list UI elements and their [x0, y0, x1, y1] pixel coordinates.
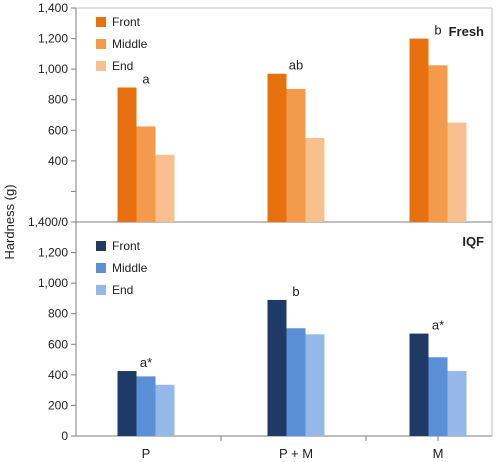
bar-front-p	[117, 371, 137, 436]
bar-middle-p	[136, 376, 156, 436]
y-tick-label: 1,000	[38, 62, 68, 76]
legend-label-middle: Middle	[112, 261, 148, 275]
bar-end-p	[155, 154, 175, 222]
fresh-annotations: a ab b	[142, 23, 441, 87]
x-tick-label: M	[433, 446, 444, 461]
fresh-bars	[117, 38, 467, 223]
bar-end-p	[155, 384, 175, 436]
legend-label-end: End	[112, 59, 133, 73]
y-tick-label: 800	[48, 307, 68, 321]
fresh-y-ticks: 400 600 800 1,000 1,200 1,400 1,400/0	[28, 1, 76, 229]
x-tick-label: P + M	[279, 446, 313, 461]
bar-front-pm	[267, 299, 287, 436]
significance-label: b	[292, 284, 299, 299]
bar-front-p	[117, 87, 137, 222]
significance-label: b	[434, 23, 441, 38]
x-tick-label: P	[142, 446, 151, 461]
bar-end-m	[447, 122, 467, 222]
bar-middle-m	[428, 357, 448, 436]
fresh-legend: Front Middle End	[96, 15, 148, 73]
iqf-legend: Front Middle End	[96, 239, 148, 297]
panel-title-iqf: IQF	[462, 234, 484, 249]
iqf-annotations: a* b a*	[140, 284, 444, 370]
y-tick-label: 1,200	[38, 246, 68, 260]
bar-middle-pm	[286, 328, 306, 436]
iqf-y-ticks: 0 200 400 600 800 1,000 1,200	[38, 246, 76, 443]
bar-middle-p	[136, 126, 156, 222]
legend-swatch-front	[96, 241, 106, 251]
bar-middle-m	[428, 65, 448, 222]
y-tick-label: 200	[48, 398, 68, 412]
significance-label: ab	[289, 58, 303, 73]
legend-label-front: Front	[112, 15, 141, 29]
y-tick-label: 0	[61, 429, 68, 443]
legend-label-front: Front	[112, 239, 141, 253]
y-tick-label: 600	[48, 123, 68, 137]
legend-swatch-end	[96, 285, 106, 295]
y-tick-label: 1,400	[38, 1, 68, 15]
bar-front-pm	[267, 73, 287, 222]
y-tick-label: 1,200	[38, 32, 68, 46]
bar-end-m	[447, 371, 467, 436]
legend-swatch-middle	[96, 263, 106, 273]
bar-end-pm	[305, 137, 325, 222]
x-tick-labels: P P + M M	[142, 436, 444, 461]
significance-label: a*	[140, 355, 152, 370]
y-axis-label: Hardness (g)	[2, 184, 17, 259]
y-tick-label: 400	[48, 154, 68, 168]
y-tick-label-boundary: 1,400/0	[28, 215, 68, 229]
legend-label-middle: Middle	[112, 37, 148, 51]
bar-end-pm	[305, 334, 325, 436]
bar-middle-pm	[286, 89, 306, 222]
y-tick-label: 400	[48, 368, 68, 382]
legend-swatch-end	[96, 61, 106, 71]
panel-title-fresh: Fresh	[449, 24, 484, 39]
legend-label-end: End	[112, 283, 133, 297]
y-tick-label: 600	[48, 337, 68, 351]
iqf-bars	[117, 299, 467, 436]
legend-swatch-front	[96, 17, 106, 27]
y-tick-label: 1,000	[38, 276, 68, 290]
y-tick-label: 800	[48, 93, 68, 107]
significance-label: a*	[432, 318, 444, 333]
significance-label: a	[142, 71, 150, 86]
bar-front-m	[409, 38, 429, 223]
bar-front-m	[409, 333, 429, 436]
legend-swatch-middle	[96, 39, 106, 49]
